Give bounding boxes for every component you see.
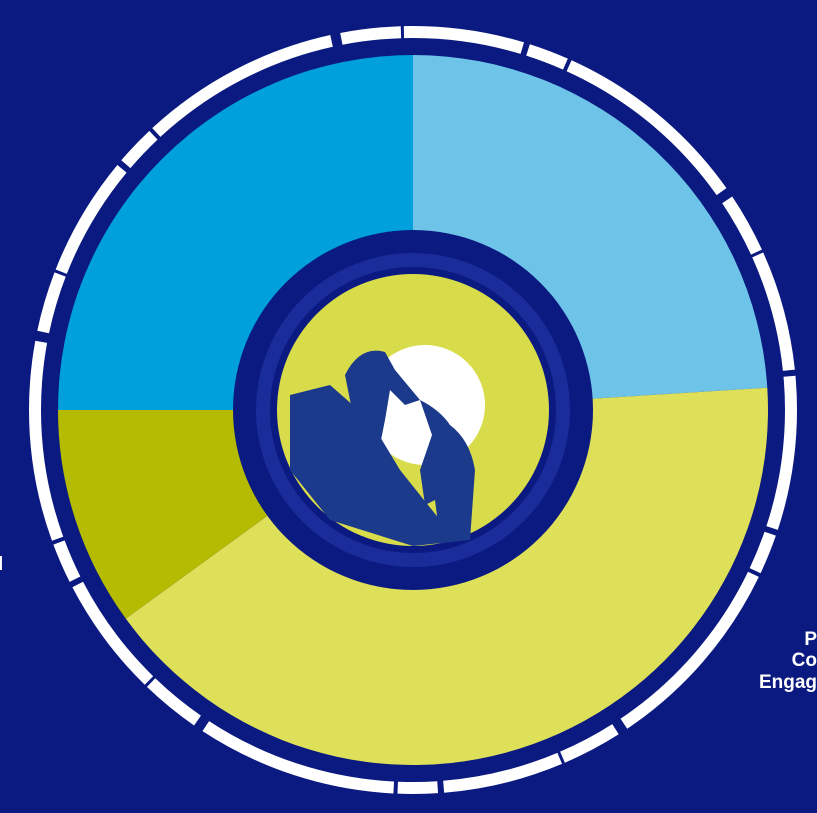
climber-bottom	[420, 400, 475, 540]
annotation: l	[0, 554, 3, 575]
brush-ring	[29, 26, 797, 794]
inner-ring	[256, 253, 570, 567]
annotation: Engag	[759, 672, 817, 693]
climber-top	[345, 350, 420, 470]
annotation: Co	[792, 650, 817, 671]
center-image	[233, 230, 593, 590]
annotation: P	[804, 629, 817, 650]
rock	[290, 385, 470, 546]
